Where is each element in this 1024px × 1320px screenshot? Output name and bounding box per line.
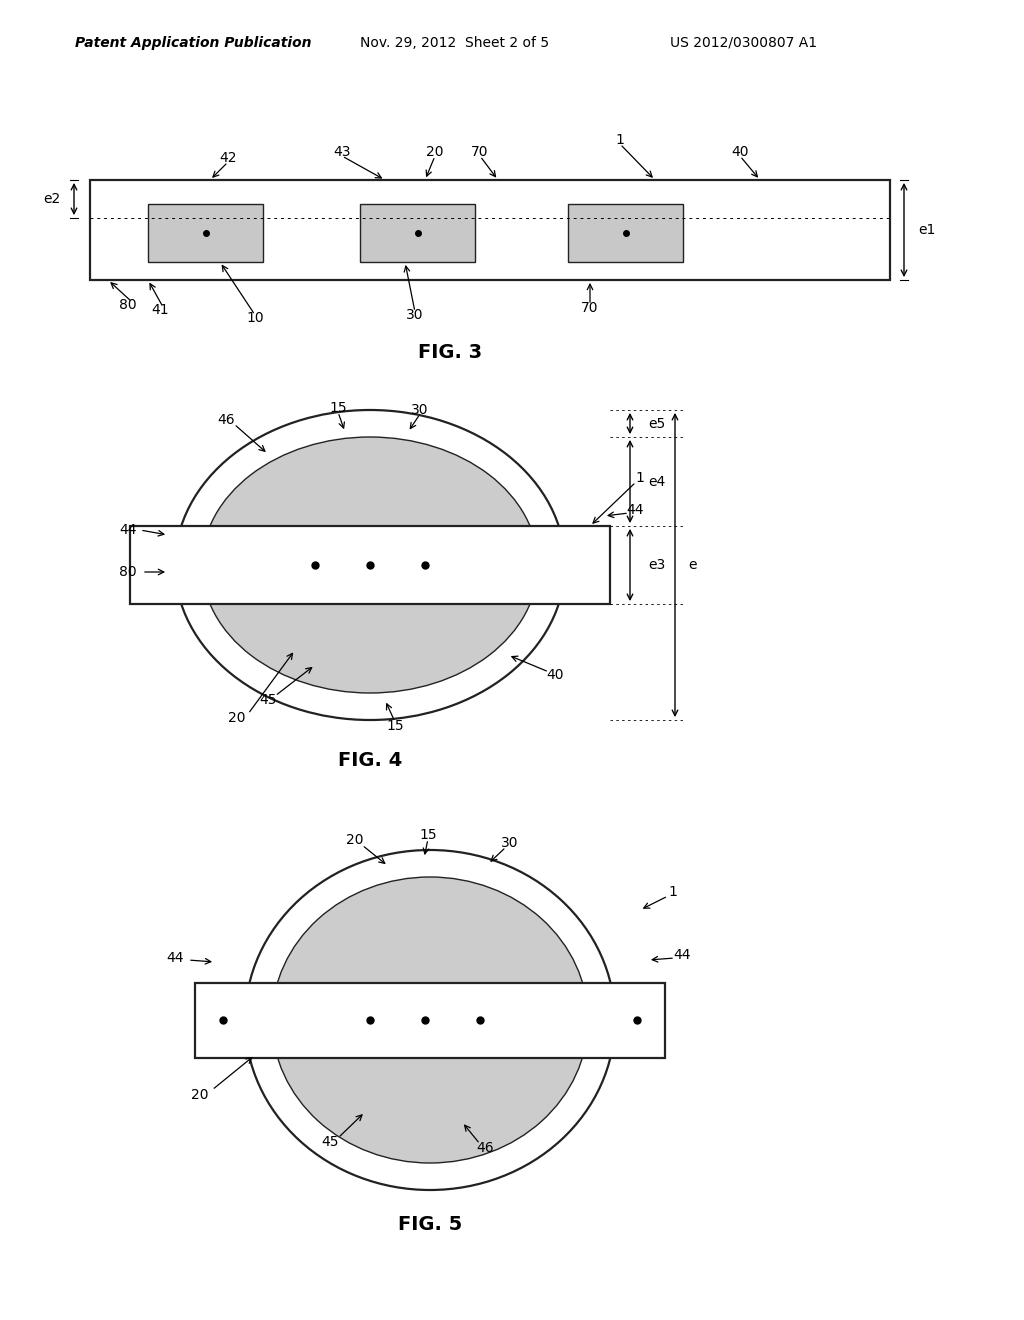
Text: Nov. 29, 2012  Sheet 2 of 5: Nov. 29, 2012 Sheet 2 of 5 — [360, 36, 549, 50]
Text: 46: 46 — [217, 413, 234, 426]
Text: 30: 30 — [502, 836, 519, 850]
Bar — [360, 205, 475, 261]
Text: e2: e2 — [43, 191, 60, 206]
Text: 41: 41 — [152, 304, 169, 317]
Text: e: e — [688, 558, 696, 572]
Text: 1: 1 — [636, 471, 644, 484]
Text: 20: 20 — [191, 1088, 209, 1102]
Text: 44: 44 — [673, 948, 691, 962]
Text: 43: 43 — [333, 145, 351, 158]
Text: 15: 15 — [419, 828, 437, 842]
Text: 70: 70 — [582, 301, 599, 315]
Text: 45: 45 — [259, 693, 276, 708]
Ellipse shape — [175, 411, 565, 719]
Ellipse shape — [272, 876, 588, 1163]
Text: 80: 80 — [119, 565, 137, 579]
Text: 20: 20 — [426, 145, 443, 158]
Text: 15: 15 — [329, 401, 347, 414]
Text: e1: e1 — [918, 223, 935, 238]
Text: US 2012/0300807 A1: US 2012/0300807 A1 — [670, 36, 817, 50]
Text: 40: 40 — [731, 145, 749, 158]
Text: FIG. 3: FIG. 3 — [418, 342, 482, 362]
Text: 20: 20 — [228, 711, 246, 725]
Text: 15: 15 — [386, 719, 403, 733]
Text: 45: 45 — [322, 1135, 339, 1148]
Text: e5: e5 — [648, 417, 666, 430]
Text: 20: 20 — [346, 833, 364, 847]
Text: 70: 70 — [471, 145, 488, 158]
Text: FIG. 5: FIG. 5 — [398, 1216, 462, 1234]
Bar — [130, 525, 610, 605]
Ellipse shape — [202, 437, 538, 693]
Text: 44: 44 — [627, 503, 644, 517]
Bar — [148, 205, 263, 261]
Text: 1: 1 — [615, 133, 625, 147]
Text: 80: 80 — [119, 298, 137, 312]
Text: 30: 30 — [407, 308, 424, 322]
Text: 40: 40 — [546, 668, 564, 682]
Text: e3: e3 — [648, 558, 666, 572]
Text: 1: 1 — [669, 884, 678, 899]
Text: 46: 46 — [476, 1140, 494, 1155]
Text: 44: 44 — [166, 950, 183, 965]
Text: 44: 44 — [119, 523, 137, 537]
Text: Patent Application Publication: Patent Application Publication — [75, 36, 311, 50]
Text: 42: 42 — [219, 150, 237, 165]
Text: 30: 30 — [412, 403, 429, 417]
Text: 10: 10 — [246, 312, 264, 325]
Text: e4: e4 — [648, 474, 666, 488]
Bar — [568, 205, 683, 261]
Bar — [195, 982, 665, 1057]
Ellipse shape — [245, 850, 615, 1191]
Text: FIG. 4: FIG. 4 — [338, 751, 402, 770]
Bar — [90, 180, 890, 280]
